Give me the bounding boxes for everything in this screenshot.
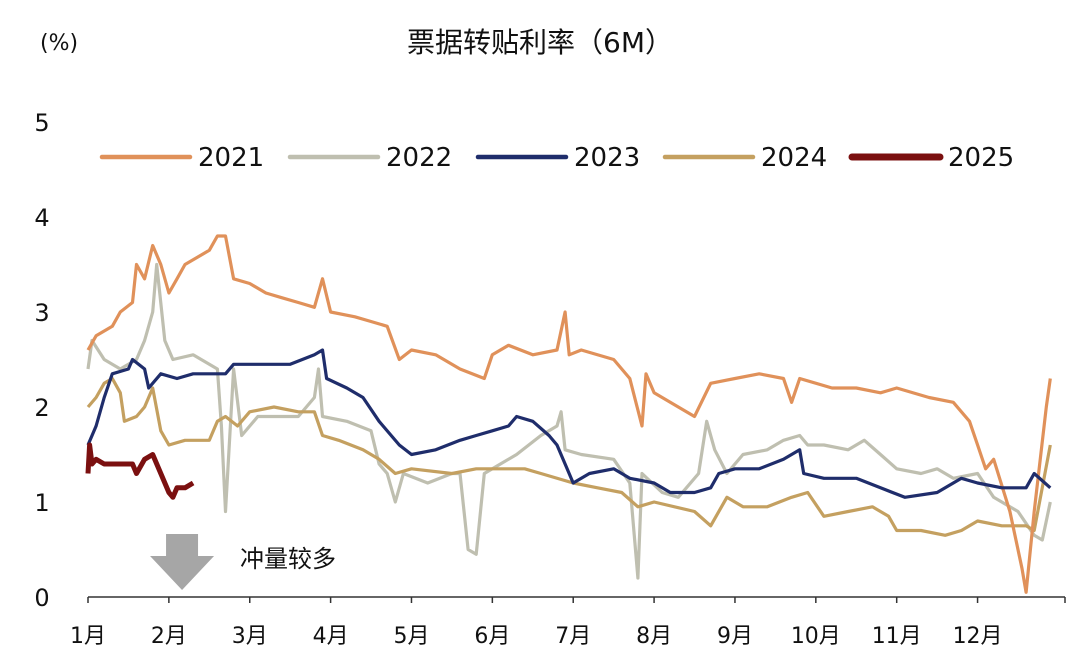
legend-label: 2023: [574, 143, 640, 173]
x-tick-label: 9月: [717, 624, 753, 649]
series-line-2021: [86, 234, 1052, 594]
x-tick-label: 5月: [393, 624, 429, 649]
legend-item-2022: 2022: [287, 143, 452, 173]
down-arrow-icon: [150, 534, 215, 590]
y-tick-label: 3: [34, 299, 49, 327]
series-line-2023: [86, 348, 1052, 499]
y-tick-label: 1: [34, 489, 49, 517]
y-tick-label: 5: [34, 109, 49, 137]
x-tick-label: 4月: [313, 624, 349, 649]
x-tick-label: 6月: [474, 624, 510, 649]
legend-label: 2024: [761, 143, 827, 173]
x-tick-label: 10月: [791, 624, 841, 649]
y-axis-unit: (%): [40, 31, 78, 56]
legend-label: 2021: [198, 143, 264, 173]
legend-item-2024: 2024: [662, 143, 827, 173]
x-tick-label: 7月: [555, 624, 591, 649]
series-line-2024: [86, 376, 1052, 537]
legend-label: 2022: [386, 143, 452, 173]
legend-item-2023: 2023: [475, 143, 640, 173]
x-tick-label: 2月: [151, 624, 187, 649]
x-tick-label: 3月: [232, 624, 268, 649]
chart-title: 票据转贴利率（6M）: [407, 26, 673, 59]
x-tick-label: 1月: [70, 624, 106, 649]
annotation-text: 冲量较多: [240, 545, 336, 573]
x-tick-label: 8月: [636, 624, 672, 649]
y-tick-label: 2: [34, 394, 49, 422]
series-line-2022: [86, 262, 1052, 580]
y-tick-label: 4: [34, 204, 49, 232]
legend-item-2025: 2025: [848, 143, 1014, 173]
legend-item-2021: 2021: [99, 143, 264, 173]
legend-label: 2025: [948, 143, 1014, 173]
x-tick-label: 11月: [872, 624, 922, 649]
annotation: 冲量较多: [150, 534, 336, 590]
x-tick-label: 12月: [953, 624, 1003, 649]
series-line-2025: [85, 442, 195, 500]
y-tick-label: 0: [34, 584, 49, 612]
